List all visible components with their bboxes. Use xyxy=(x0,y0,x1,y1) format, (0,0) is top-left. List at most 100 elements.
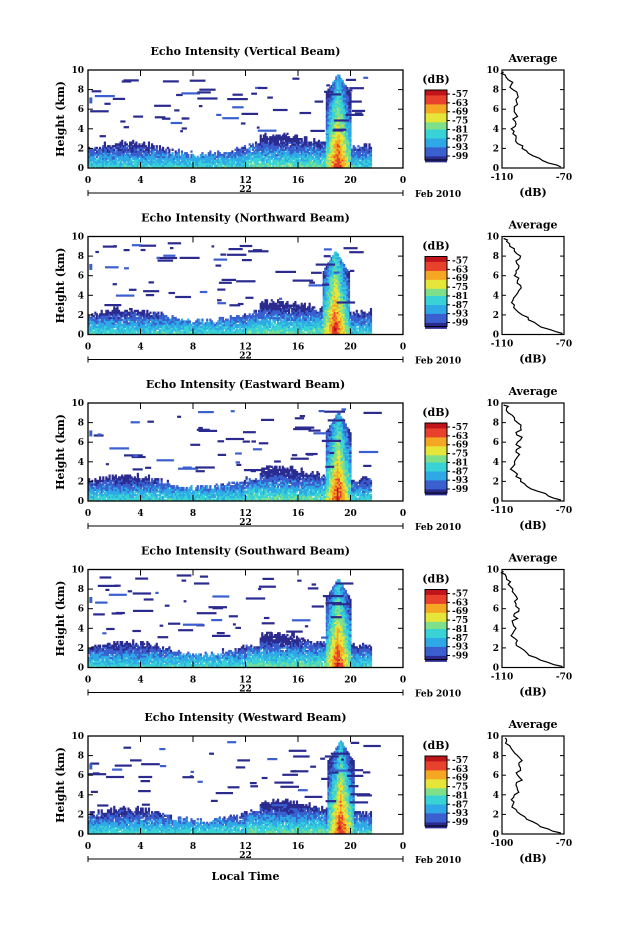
heatmap-cell xyxy=(206,319,208,321)
cloud-fragment xyxy=(124,126,129,128)
heatmap-cell xyxy=(143,310,145,312)
heatmap-cell xyxy=(157,312,159,314)
cloud-fragment xyxy=(155,116,166,118)
heatmap-cell xyxy=(305,136,307,138)
heatmap-cell xyxy=(346,87,348,89)
heatmap-cell xyxy=(172,152,174,154)
heatmap-cell xyxy=(153,145,155,147)
cloud-fragment xyxy=(329,93,341,95)
profile-x-tick-label: -110 xyxy=(491,173,514,183)
isolated-echo xyxy=(89,97,92,103)
cloud-fragment xyxy=(190,80,206,82)
heatmap-cell xyxy=(286,301,288,303)
y-tick-label: 6 xyxy=(78,105,84,115)
x-tick-label: 0 xyxy=(85,176,91,186)
cloud-fragment xyxy=(334,119,349,121)
heatmap-cell xyxy=(135,142,137,144)
profile-y-tick-label: 4 xyxy=(493,125,499,135)
cloud-fragment xyxy=(100,135,106,137)
heatmap-cell xyxy=(342,80,344,82)
heatmap-cell xyxy=(104,142,106,144)
heatmap-cell xyxy=(296,135,298,137)
cloud-fragment xyxy=(227,98,248,100)
heatmap-cell xyxy=(294,301,296,303)
colorbar-unit: (dB) xyxy=(422,73,449,86)
x-tick-label: 8 xyxy=(190,176,196,186)
cloud-fragment xyxy=(333,129,344,131)
cloud-fragment xyxy=(92,90,102,92)
cloud-fragment xyxy=(222,117,239,119)
cloud-fragment xyxy=(242,113,259,115)
cloud-fragment xyxy=(324,91,333,93)
y-tick-label: 2 xyxy=(78,144,84,154)
panel-title: Echo Intensity (Vertical Beam) xyxy=(150,45,340,58)
cloud-fragment xyxy=(350,101,361,103)
y-axis-label: Height (km) xyxy=(54,81,67,157)
cloud-fragment xyxy=(90,110,109,112)
heatmap-cell xyxy=(149,312,151,314)
heatmap-cell xyxy=(301,138,303,140)
heatmap-cell xyxy=(252,143,254,145)
heatmap-cell xyxy=(189,320,191,322)
cloud-fragment xyxy=(197,91,211,93)
y-tick-label: 4 xyxy=(78,125,84,135)
heatmap-cell xyxy=(370,147,372,149)
heatmap-cell xyxy=(116,306,118,308)
y-tick-label: 8 xyxy=(78,86,84,96)
heatmap-cell xyxy=(282,301,284,303)
cloud-fragment xyxy=(346,79,356,81)
heatmap-cell xyxy=(214,152,216,154)
cloud-fragment xyxy=(120,120,125,122)
cloud-fragment xyxy=(310,130,324,132)
profile-y-tick-label: 10 xyxy=(486,66,499,76)
heatmap-cell xyxy=(365,143,367,145)
cloud-fragment xyxy=(181,92,200,94)
cloud-fragment xyxy=(133,116,143,118)
heatmap-cell xyxy=(132,140,134,142)
cloud-fragment xyxy=(348,89,353,91)
cloud-fragment xyxy=(216,114,221,116)
x-tick-label: 0 xyxy=(400,176,406,186)
colorbar-label: -99 xyxy=(452,152,468,162)
cloud-fragment xyxy=(197,97,217,99)
profile-y-tick-label: 8 xyxy=(493,86,499,96)
heatmap-cell xyxy=(159,145,161,147)
heatmap xyxy=(88,242,372,335)
heatmap-cell xyxy=(101,310,103,312)
cloud-fragment xyxy=(258,87,267,89)
profile-y-tick-label: 6 xyxy=(493,105,499,115)
profile-y-tick-label: 2 xyxy=(493,144,499,154)
heatmap-cell xyxy=(266,299,268,301)
cloud-fragment xyxy=(104,103,110,105)
heatmap-cell xyxy=(178,149,180,151)
panel-1: Echo Intensity (Northward Beam)0246810He… xyxy=(54,212,572,367)
x-tick-label: 16 xyxy=(292,176,305,186)
panel-title: Echo Intensity (Northward Beam) xyxy=(141,212,350,225)
heatmap-cell xyxy=(209,150,211,152)
heatmap-cell xyxy=(148,142,150,144)
heatmap-cell xyxy=(255,310,257,312)
heatmap-cell xyxy=(222,317,224,319)
heatmap-cell xyxy=(313,138,315,140)
heatmap-cell xyxy=(172,149,174,151)
cloud-fragment xyxy=(182,117,187,119)
colorbar xyxy=(425,90,447,162)
cloud-fragment xyxy=(251,93,257,95)
y-tick-label: 0 xyxy=(78,164,84,174)
cloud-fragment xyxy=(113,98,125,100)
heatmap-cell xyxy=(187,154,189,156)
heatmap-cell xyxy=(201,152,203,154)
profile-x-label: (dB) xyxy=(519,186,546,199)
day-label: 22 xyxy=(239,185,252,195)
heatmap-cell xyxy=(146,310,148,312)
heatmap-cell xyxy=(260,135,262,137)
heatmap-cell xyxy=(368,143,370,145)
heatmap-cell xyxy=(286,133,288,135)
heatmap-cell xyxy=(162,147,164,149)
profile-title: Average xyxy=(507,52,557,65)
cloud-fragment xyxy=(315,101,324,103)
cloud-fragment xyxy=(154,105,171,107)
heatmap-cell xyxy=(264,133,266,135)
profile-x-tick-label: -70 xyxy=(556,173,572,183)
